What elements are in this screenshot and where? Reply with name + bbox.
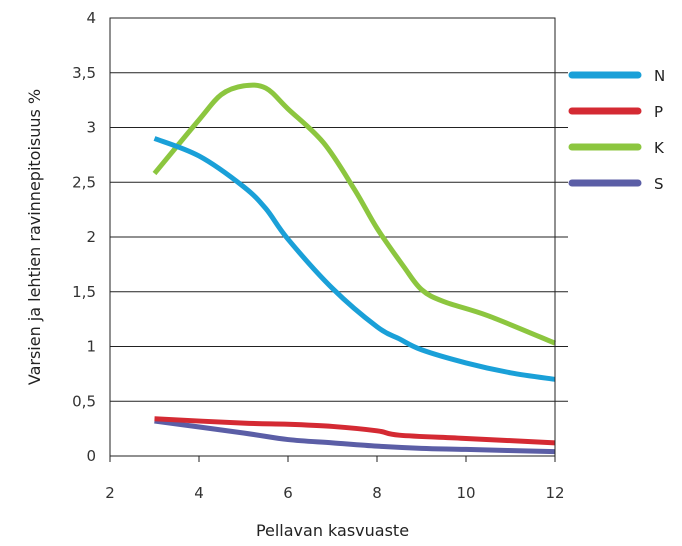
x-tick-label: 8 — [372, 484, 382, 502]
y-tick-label: 2,5 — [72, 173, 96, 191]
legend-label-s: S — [654, 175, 664, 193]
x-axis-label: Pellavan kasvuaste — [256, 521, 409, 540]
y-tick-label: 4 — [86, 9, 96, 27]
legend-label-p: P — [654, 103, 663, 121]
y-tick-label: 0,5 — [72, 392, 96, 410]
y-tick-label: 2 — [86, 228, 96, 246]
series-lines — [152, 82, 556, 455]
x-tick-label: 4 — [194, 484, 204, 502]
gridlines — [110, 72, 568, 402]
x-tick-label: 12 — [545, 484, 564, 502]
series-line-s — [154, 418, 556, 455]
y-tick-label: 1 — [86, 338, 96, 356]
legend-label-k: K — [654, 139, 665, 157]
legend-label-n: N — [654, 67, 665, 85]
y-tick-label: 0 — [86, 447, 96, 465]
series-line-k — [152, 82, 556, 346]
plot-frame — [109, 17, 556, 457]
y-tick-label: 3 — [86, 119, 96, 137]
y-tick-label: 3,5 — [72, 64, 96, 82]
x-tick-label: 10 — [456, 484, 475, 502]
x-tick-label: 2 — [105, 484, 115, 502]
x-tick-label: 6 — [283, 484, 293, 502]
y-tick-label: 1,5 — [72, 283, 96, 301]
y-tick-labels: 0 0,5 1 1,5 2 2,5 3 3,5 4 — [72, 9, 96, 465]
x-tick-labels: 2 4 6 8 10 12 — [105, 456, 565, 502]
series-line-n — [153, 136, 556, 382]
series-line-p — [154, 416, 556, 446]
y-axis-label: Varsien ja lehtien ravinnepitoisuus % — [25, 89, 44, 385]
